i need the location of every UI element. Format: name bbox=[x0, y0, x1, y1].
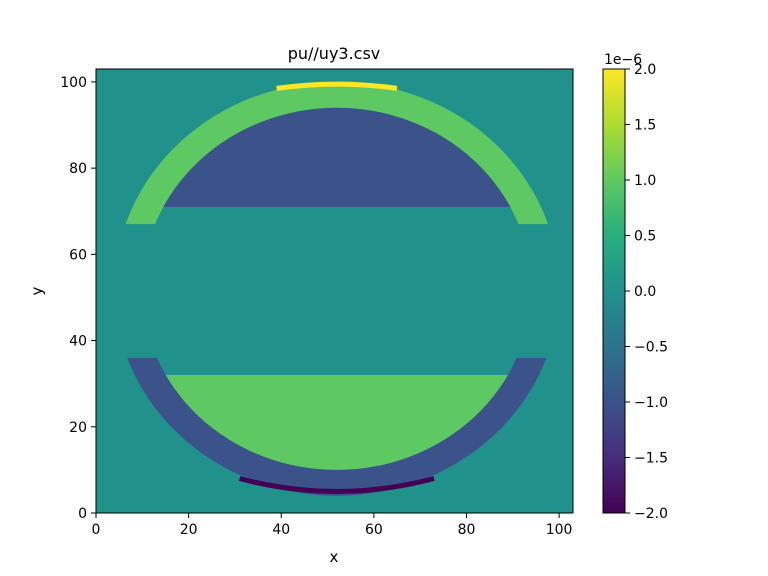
y-tick-label: 20 bbox=[69, 420, 87, 436]
colorbar-tick-label: 0.0 bbox=[634, 284, 656, 300]
colorbar-tick-label: 1.0 bbox=[634, 173, 656, 189]
colorbar-tick-label: −1.0 bbox=[634, 395, 668, 411]
x-tick-label: 80 bbox=[458, 522, 476, 538]
y-tick-label: 100 bbox=[60, 75, 87, 91]
x-axis-label: x bbox=[330, 548, 339, 566]
x-axis: 0 20 40 60 80 100 bbox=[92, 513, 573, 538]
y-tick-label: 40 bbox=[69, 334, 87, 350]
colorbar: 2.0 1.5 1.0 0.5 0.0 −0.5 −1.0 −1.5 −2.0 1e−6 bbox=[602, 52, 668, 522]
region-upper-rim bbox=[276, 81, 398, 91]
x-tick-label: 60 bbox=[365, 522, 383, 538]
region-upper-inner-cap bbox=[163, 107, 511, 207]
colorbar-exponent: 1e−6 bbox=[604, 52, 642, 68]
y-axis: 0 20 40 60 80 100 bbox=[60, 75, 96, 522]
region-lower-outer-arc bbox=[127, 357, 547, 496]
y-axis-label: y bbox=[28, 286, 46, 295]
y-tick-label: 60 bbox=[69, 247, 87, 263]
colorbar-tick-label: −0.5 bbox=[634, 340, 668, 356]
colorbar-gradient bbox=[602, 68, 626, 514]
colorbar-tick-label: 1.5 bbox=[634, 118, 656, 134]
region-lower-inner-cap bbox=[165, 375, 509, 471]
plot-frame bbox=[95, 68, 574, 514]
x-tick-label: 40 bbox=[272, 522, 290, 538]
colorbar-tick-label: −2.0 bbox=[634, 506, 668, 522]
region-lower-rim bbox=[238, 476, 435, 494]
colorbar-tick-label: −1.5 bbox=[634, 451, 668, 467]
y-tick-label: 0 bbox=[78, 506, 87, 522]
x-tick-label: 100 bbox=[546, 522, 573, 538]
x-tick-label: 20 bbox=[180, 522, 198, 538]
region-upper-outer-arc bbox=[125, 82, 548, 225]
x-tick-label: 0 bbox=[92, 522, 101, 538]
colorbar-tick-label: 2.0 bbox=[634, 62, 656, 78]
chart-title: pu//uy3.csv bbox=[288, 44, 381, 63]
heatmap-plot-area bbox=[95, 68, 574, 514]
y-tick-label: 80 bbox=[69, 161, 87, 177]
colorbar-tick-label: 0.5 bbox=[634, 229, 656, 245]
